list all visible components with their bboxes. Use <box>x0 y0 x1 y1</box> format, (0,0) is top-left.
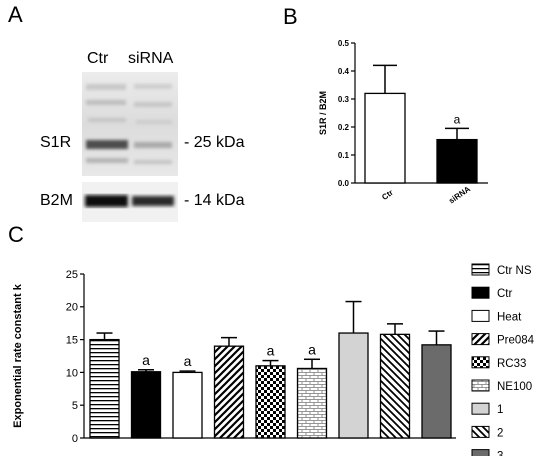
significance-label: a <box>142 352 150 368</box>
legend-swatch <box>471 449 490 456</box>
y-tick-label: 5 <box>72 400 78 412</box>
bar <box>213 345 245 439</box>
legend-swatch <box>471 425 490 438</box>
blot-lane-sirna: siRNA <box>128 50 174 67</box>
legend-swatch <box>471 379 490 392</box>
legend-label: Pre084 <box>497 335 535 347</box>
y-tick-label: 0.2 <box>338 123 350 132</box>
panel-label-a: A <box>8 2 23 27</box>
significance-label: a <box>267 343 275 359</box>
legend-swatch <box>471 309 490 322</box>
y-axis-label: Exponential rate constant k <box>12 283 24 428</box>
blot-size-14kda: - 14 kDa <box>184 192 245 209</box>
legend-swatch <box>471 333 490 346</box>
bar <box>172 371 203 439</box>
bar <box>130 371 162 439</box>
bar <box>364 92 406 184</box>
y-axis-label: S1R / B2M <box>318 91 328 135</box>
bar <box>255 365 286 439</box>
legend-label: RC33 <box>497 358 526 370</box>
y-tick-label: 0.5 <box>338 39 350 48</box>
legend-label: NE100 <box>497 381 532 393</box>
y-tick-label: 10 <box>66 367 78 379</box>
blot-row-b2m: B2M <box>40 192 73 209</box>
bar <box>436 138 478 184</box>
y-tick-label: 0.3 <box>338 95 350 104</box>
legend-label: Ctr <box>497 288 513 300</box>
legend-label: 2 <box>497 427 503 439</box>
blot-lane-ctr: Ctr <box>87 50 109 67</box>
y-tick-label: 0.0 <box>338 179 350 188</box>
significance-label: a <box>308 341 316 357</box>
bar <box>421 344 452 439</box>
y-tick-label: 0.1 <box>338 151 350 160</box>
significance-label: a <box>184 353 192 369</box>
legend-label: Ctr NS <box>497 265 532 277</box>
bar <box>379 333 411 439</box>
blot-row-s1r: S1R <box>40 134 72 151</box>
legend-swatch <box>471 402 490 415</box>
y-tick-label: 20 <box>66 302 78 314</box>
legend-label: 1 <box>497 404 503 416</box>
legend-swatch <box>471 286 490 299</box>
panel-label-c: C <box>8 222 24 247</box>
blot-image-s1r <box>82 72 178 176</box>
blot-image-b2m <box>82 182 178 222</box>
bar <box>338 332 369 439</box>
y-tick-label: 0 <box>72 433 78 445</box>
bar <box>89 338 120 439</box>
panel-label-b: B <box>283 4 298 29</box>
bar <box>296 367 328 439</box>
y-tick-label: 0.4 <box>338 67 350 76</box>
y-tick-label: 25 <box>66 269 78 281</box>
legend-swatch <box>471 263 490 276</box>
y-tick-label: 15 <box>66 334 78 346</box>
legend-swatch <box>471 356 490 369</box>
significance-label: a <box>454 112 461 126</box>
legend-label: 3 <box>497 451 503 456</box>
legend-label: Heat <box>497 311 522 323</box>
blot-size-25kda: - 25 kDa <box>184 134 245 151</box>
